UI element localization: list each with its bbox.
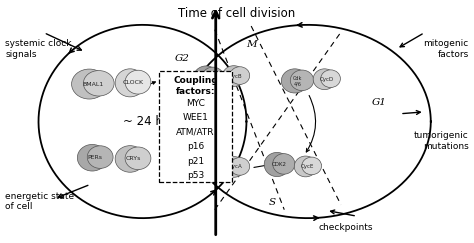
Ellipse shape [264,152,290,177]
Text: p21: p21 [187,156,204,165]
Ellipse shape [302,157,321,175]
Ellipse shape [230,67,250,84]
Text: p53: p53 [187,171,204,180]
Text: CDK2: CDK2 [272,162,287,167]
Text: CDK2: CDK2 [201,163,216,167]
Ellipse shape [273,154,295,174]
Ellipse shape [321,70,340,87]
Ellipse shape [313,69,336,90]
Ellipse shape [222,156,245,177]
Text: CLOCK: CLOCK [122,80,144,85]
Ellipse shape [125,70,151,94]
Text: energetic state
of cell: energetic state of cell [5,191,74,211]
Text: tumorigenic
mutations: tumorigenic mutations [414,131,469,150]
Text: M: M [246,40,256,49]
Ellipse shape [83,70,114,96]
Ellipse shape [193,66,219,90]
Text: CycD: CycD [319,77,334,82]
Ellipse shape [115,69,145,97]
Text: CycB: CycB [229,74,243,78]
Text: mitogenic
factors: mitogenic factors [423,39,469,59]
Ellipse shape [230,157,250,175]
Ellipse shape [290,70,314,91]
Ellipse shape [115,146,145,172]
Ellipse shape [77,144,107,171]
Text: p16: p16 [187,142,204,151]
Ellipse shape [87,146,113,168]
Text: G2: G2 [175,54,190,63]
Text: S: S [269,198,276,207]
Text: MYC: MYC [186,99,205,108]
Text: CycE: CycE [301,164,315,169]
Ellipse shape [125,147,151,170]
Ellipse shape [72,69,107,99]
Text: ATM/ATR: ATM/ATR [176,128,215,137]
Text: BMAL1: BMAL1 [82,82,103,87]
Ellipse shape [202,154,224,175]
Text: ~ 24 h: ~ 24 h [123,115,163,128]
Text: CycA: CycA [229,165,243,169]
Ellipse shape [193,153,219,177]
Text: Time of cell division: Time of cell division [178,7,296,20]
Text: CRYs: CRYs [125,156,141,161]
Ellipse shape [222,66,245,87]
FancyBboxPatch shape [159,71,232,182]
Text: G1: G1 [371,98,386,107]
Text: checkpoints: checkpoints [319,223,373,232]
Text: Cdk
4/6: Cdk 4/6 [293,76,302,86]
Text: CDK1: CDK1 [201,76,216,80]
Text: Coupling
factors:: Coupling factors: [173,76,218,96]
Ellipse shape [282,69,308,93]
Text: systemic clock
signals: systemic clock signals [5,39,72,59]
Ellipse shape [202,67,224,88]
Text: PERs: PERs [88,155,103,160]
Text: WEE1: WEE1 [182,113,209,122]
Ellipse shape [294,156,317,177]
